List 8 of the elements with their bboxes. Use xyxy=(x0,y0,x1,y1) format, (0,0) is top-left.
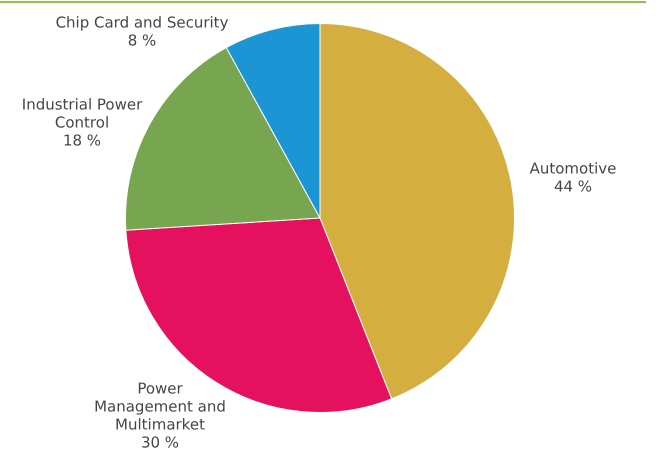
data-label: 8 % xyxy=(128,31,156,50)
data-label: 18 % xyxy=(62,131,102,150)
data-label: 30 % xyxy=(140,433,180,452)
slice-label: Chip Card and Security xyxy=(56,13,229,32)
slice-label: Power Management and Multimarket xyxy=(94,379,226,434)
slice-label: Industrial Power Control xyxy=(22,95,144,132)
slice-label: Automotive xyxy=(530,159,616,178)
data-label: 44 % xyxy=(554,177,592,196)
